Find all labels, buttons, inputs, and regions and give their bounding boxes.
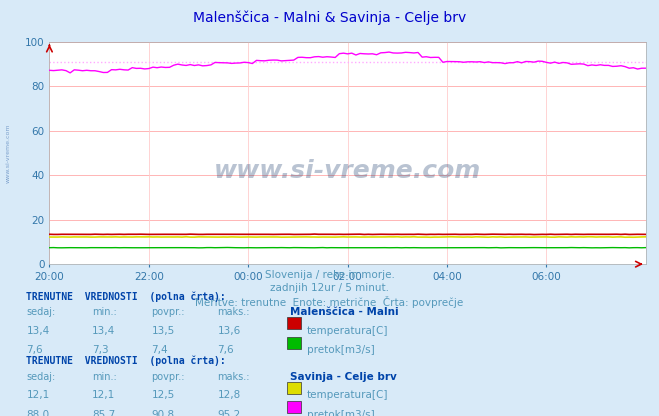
Text: TRENUTNE  VREDNOSTI  (polna črta):: TRENUTNE VREDNOSTI (polna črta): [26, 356, 226, 366]
Text: Meritve: trenutne  Enote: metrične  Črta: povprečje: Meritve: trenutne Enote: metrične Črta: … [195, 296, 464, 308]
Text: pretok[m3/s]: pretok[m3/s] [307, 410, 375, 416]
Text: sedaj:: sedaj: [26, 372, 55, 382]
Text: Slovenija / reke in morje.: Slovenija / reke in morje. [264, 270, 395, 280]
Text: 13,6: 13,6 [217, 326, 241, 336]
Text: 13,4: 13,4 [26, 326, 49, 336]
Text: 90,8: 90,8 [152, 410, 175, 416]
Text: temperatura[C]: temperatura[C] [307, 390, 389, 400]
Text: 95,2: 95,2 [217, 410, 241, 416]
Text: TRENUTNE  VREDNOSTI  (polna črta):: TRENUTNE VREDNOSTI (polna črta): [26, 291, 226, 302]
Text: 13,4: 13,4 [92, 326, 115, 336]
Text: min.:: min.: [92, 372, 117, 382]
Text: zadnjih 12ur / 5 minut.: zadnjih 12ur / 5 minut. [270, 283, 389, 293]
Text: Malenščica - Malni & Savinja - Celje brv: Malenščica - Malni & Savinja - Celje brv [193, 10, 466, 25]
Text: povpr.:: povpr.: [152, 372, 185, 382]
Text: 7,6: 7,6 [26, 345, 43, 355]
Text: maks.:: maks.: [217, 372, 250, 382]
Text: Savinja - Celje brv: Savinja - Celje brv [290, 372, 397, 382]
Text: povpr.:: povpr.: [152, 307, 185, 317]
Text: temperatura[C]: temperatura[C] [307, 326, 389, 336]
Text: www.si-vreme.com: www.si-vreme.com [214, 158, 481, 183]
Text: 12,1: 12,1 [26, 390, 49, 400]
Text: sedaj:: sedaj: [26, 307, 55, 317]
Text: 12,5: 12,5 [152, 390, 175, 400]
Text: Malenščica - Malni: Malenščica - Malni [290, 307, 399, 317]
Text: 13,5: 13,5 [152, 326, 175, 336]
Text: pretok[m3/s]: pretok[m3/s] [307, 345, 375, 355]
Text: min.:: min.: [92, 307, 117, 317]
Text: www.si-vreme.com: www.si-vreme.com [5, 123, 11, 183]
Text: 7,6: 7,6 [217, 345, 234, 355]
Text: 12,1: 12,1 [92, 390, 115, 400]
Text: 12,8: 12,8 [217, 390, 241, 400]
Text: 7,4: 7,4 [152, 345, 168, 355]
Text: 85,7: 85,7 [92, 410, 115, 416]
Text: 7,3: 7,3 [92, 345, 109, 355]
Text: 88,0: 88,0 [26, 410, 49, 416]
Text: maks.:: maks.: [217, 307, 250, 317]
